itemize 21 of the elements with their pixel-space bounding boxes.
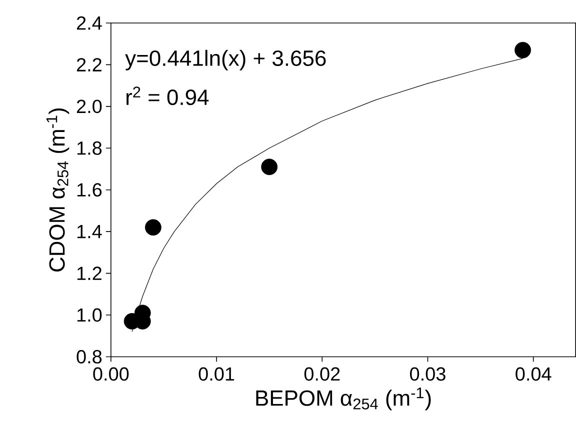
y-tick-label: 1.2 (77, 266, 102, 280)
y-tick-label: 1.0 (77, 308, 102, 322)
y-tick-label: 2.2 (76, 58, 102, 72)
x-tick-label: 0.04 (516, 367, 552, 381)
annotation: r$^{2}$ = 0.94 (126, 86, 209, 106)
x-tick-label: 0.03 (410, 367, 446, 381)
x-tick-label: 0.01 (198, 367, 234, 381)
point (144, 219, 162, 236)
y-axis-title: CDOM α$_{254}$ (m$^{-1}$) (46, 108, 70, 272)
x-tick-label: 0.00 (93, 367, 129, 381)
x-axis-title: BEPOM α$_{254}$ (m$^{-1}$) (256, 388, 431, 410)
point (514, 42, 531, 58)
y-tick-label: 2.0 (76, 100, 102, 114)
y-tick-label: 2.4 (76, 16, 102, 30)
y-tick-label: 1.4 (77, 225, 102, 238)
y-tick-label: 1.8 (77, 142, 102, 156)
y-tick-label: 1.6 (77, 183, 102, 197)
y-tick-label: 0.8 (76, 350, 102, 364)
x-tick-label: 0.02 (304, 367, 340, 381)
point (261, 158, 278, 176)
annotation: y=0.441ln(x) + 3.656 (125, 50, 326, 71)
